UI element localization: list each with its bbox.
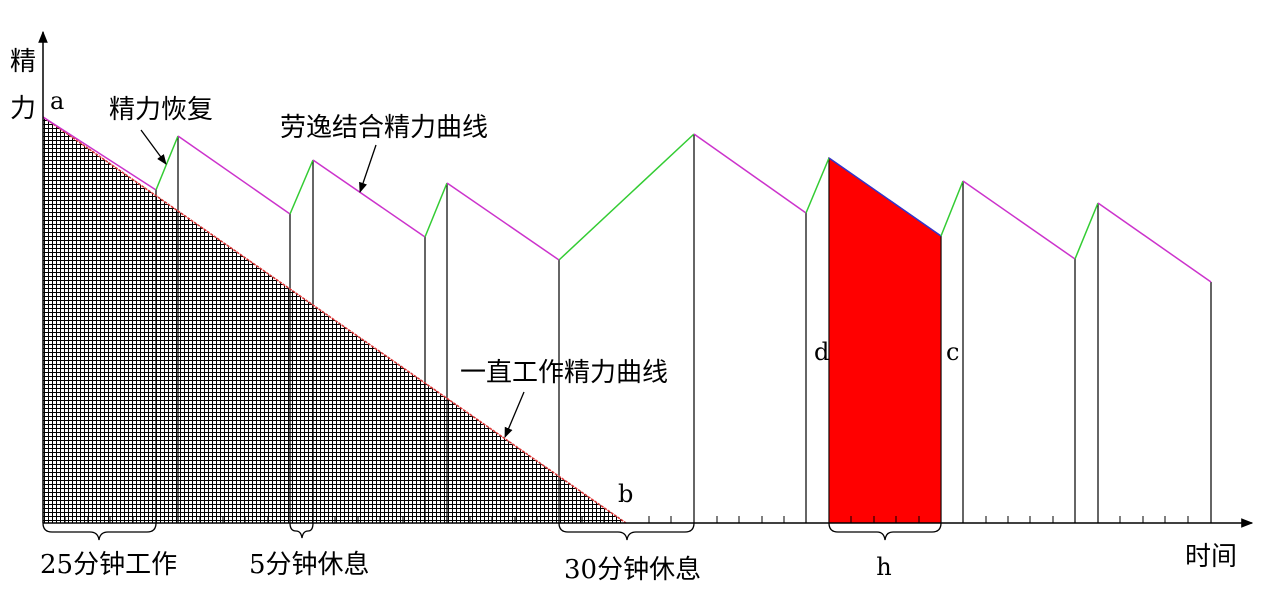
combined-curve [42,116,1212,283]
recovery-arrow [140,129,167,165]
combined-curve-arrow [359,144,377,193]
work-interval-label: 25分钟工作 [40,550,177,580]
continuous-curve-label: 一直工作精力曲线 [460,358,668,388]
point-c-label: c [946,338,959,366]
x-axis-label: 时间 [1185,542,1237,572]
work-brace [42,522,157,541]
long-rest-interval-label: 30分钟休息 [564,555,701,585]
point-a-label: a [50,87,64,115]
recovery-label: 精力恢复 [109,95,213,125]
interval-braces [42,522,942,541]
x-axis-ticks [64,516,1189,523]
continuous-work-line [42,116,627,524]
short-rest-brace [289,522,314,539]
short-rest-interval-label: 5分钟休息 [249,550,370,580]
combined-curve-label: 劳逸结合精力曲线 [280,113,488,143]
continuous-curve-arrow [504,391,525,438]
highlight-duration-label: h [876,553,891,581]
point-b-label: b [618,480,633,508]
y-axis-label-top: 精 [10,47,36,77]
highlight-brace [828,522,942,541]
point-d-label: d [814,338,829,366]
long-rest-brace [558,522,695,541]
highlight-work-segment [828,157,942,524]
y-axis-label-bottom: 力 [10,94,36,124]
